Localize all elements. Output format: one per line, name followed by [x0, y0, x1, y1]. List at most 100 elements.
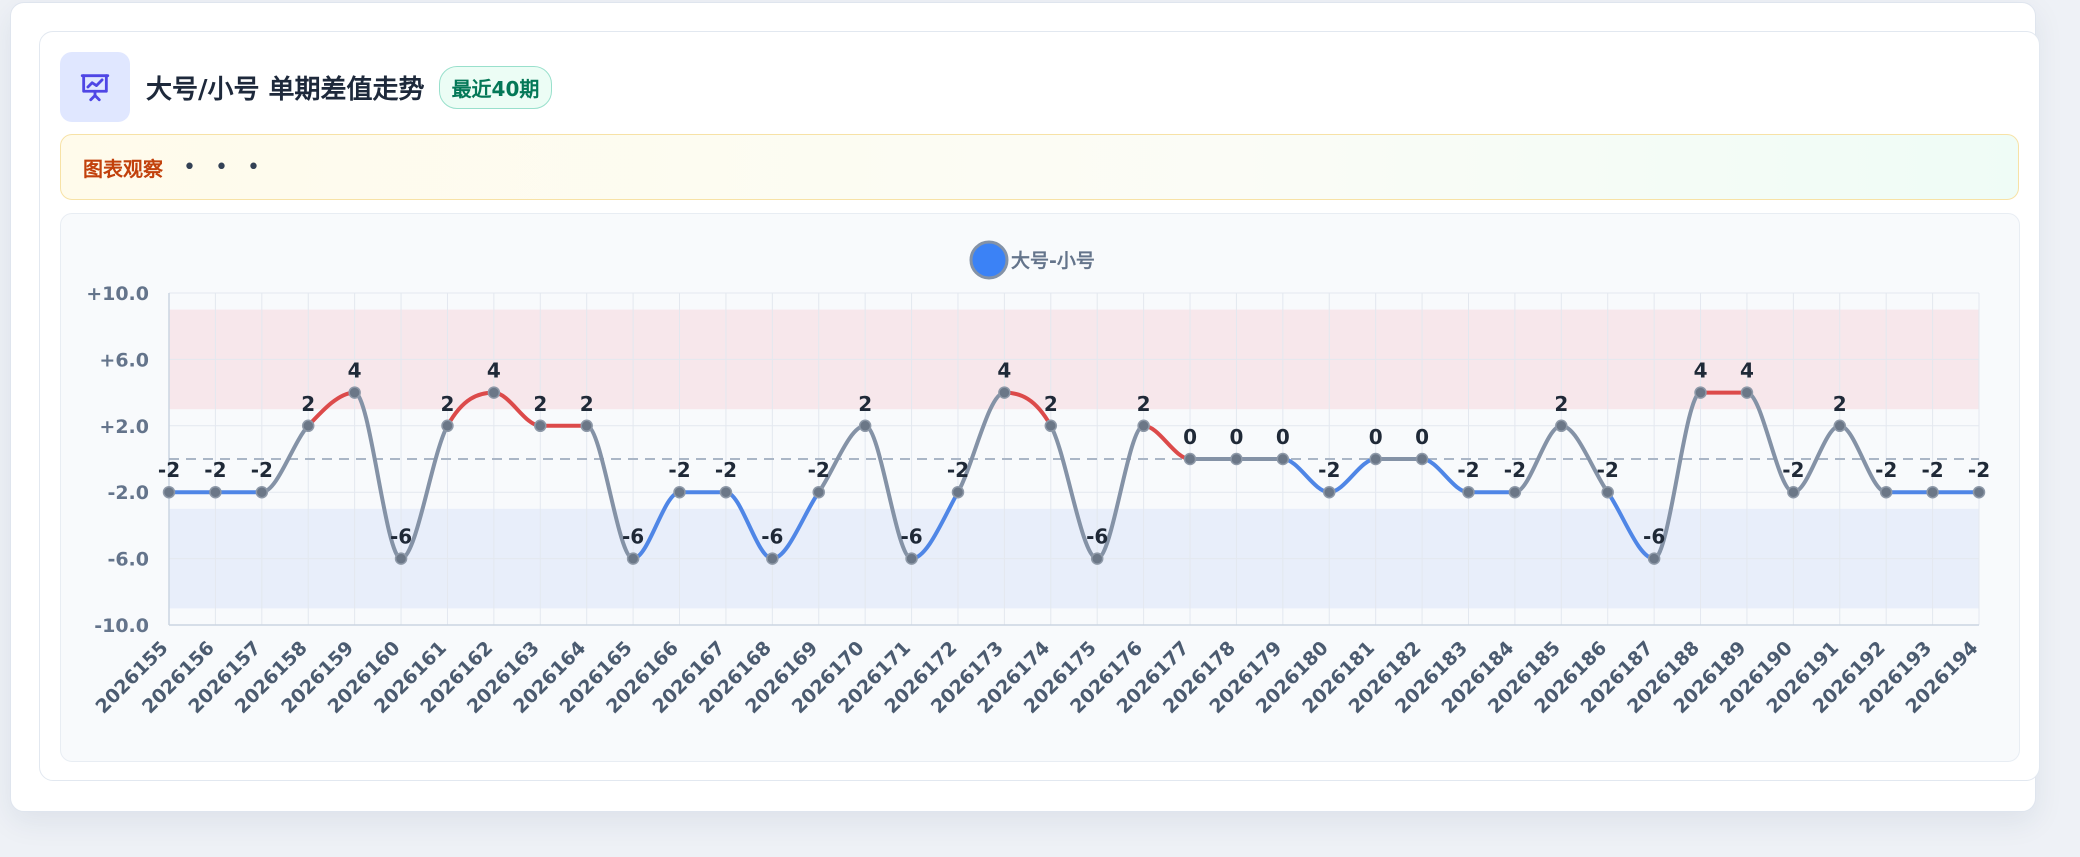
- data-point: [487, 386, 501, 399]
- data-point: [1044, 419, 1058, 433]
- series-line-segment: [399, 423, 450, 561]
- data-point: [301, 419, 315, 433]
- series-line-segment: [863, 423, 914, 561]
- data-point: [1415, 452, 1429, 466]
- data-label: 4: [1694, 359, 1708, 383]
- y-tick-label: -2.0: [107, 482, 149, 504]
- data-label: 4: [487, 359, 501, 383]
- data-label: 0: [1276, 425, 1290, 449]
- data-label: -2: [1504, 458, 1526, 482]
- more-dots-icon[interactable]: • • •: [183, 154, 266, 180]
- line-chart: +10.0+6.0+2.0-2.0-6.0-10.020261552026156…: [86, 240, 1990, 718]
- data-point: [1369, 452, 1382, 466]
- series-line-segment: [1652, 390, 1703, 561]
- data-point: [1972, 485, 1986, 499]
- data-point: [162, 485, 176, 499]
- data-label: -2: [947, 458, 969, 482]
- data-label: 4: [1740, 359, 1754, 383]
- data-point: [1833, 419, 1847, 433]
- data-label: 2: [1044, 392, 1058, 416]
- y-tick-label: -10.0: [94, 615, 149, 637]
- data-point: [1276, 452, 1290, 466]
- data-label: -6: [761, 525, 783, 549]
- data-label: -2: [1318, 458, 1340, 482]
- data-label: 2: [1554, 392, 1568, 416]
- data-label: -6: [390, 525, 412, 549]
- data-label: -6: [1643, 525, 1665, 549]
- data-label: -6: [622, 525, 644, 549]
- observation-label: 图表观察: [83, 156, 163, 181]
- data-label: -2: [1457, 458, 1479, 482]
- data-point: [998, 386, 1011, 399]
- data-point: [626, 552, 640, 565]
- data-point: [1694, 386, 1707, 399]
- page-title: 大号/小号 单期差值走势: [146, 74, 425, 105]
- data-point: [719, 485, 733, 499]
- period-badge: 最近40期: [438, 65, 553, 109]
- chart-panel: +10.0 +6.0 +2.0 -2.0 -6.0 -10.0 2026155 2026156…: [60, 213, 2020, 762]
- series-line-segment: [1744, 390, 1796, 495]
- data-label: 2: [580, 392, 594, 416]
- data-point: [255, 485, 269, 499]
- data-label: -6: [900, 525, 922, 549]
- data-point: [1183, 452, 1197, 466]
- y-tick-label: +2.0: [99, 416, 149, 438]
- data-point: [1740, 386, 1754, 399]
- series-line-segment: [584, 423, 636, 561]
- data-point: [1926, 485, 1939, 499]
- data-label: -6: [1086, 525, 1108, 549]
- data-label: -2: [1597, 458, 1619, 482]
- data-label: 2: [1833, 392, 1847, 416]
- data-label: 2: [301, 392, 315, 416]
- data-label: 0: [1415, 425, 1429, 449]
- data-label: -2: [1875, 458, 1897, 482]
- data-point: [1230, 452, 1243, 466]
- data-label: -2: [808, 458, 830, 482]
- data-label: 4: [348, 359, 362, 383]
- data-point: [1137, 419, 1150, 433]
- data-point: [1879, 485, 1893, 499]
- data-point: [812, 485, 825, 499]
- data-point: [1647, 552, 1661, 565]
- series-line-segment: [352, 390, 404, 561]
- data-label: 0: [1229, 425, 1243, 449]
- data-point: [1323, 485, 1336, 499]
- data-point: [1462, 485, 1475, 499]
- legend-label: 大号-小号: [1011, 249, 1095, 272]
- data-label: -2: [158, 458, 180, 482]
- data-point: [441, 419, 454, 433]
- data-point: [1555, 419, 1568, 433]
- data-label: -2: [715, 458, 737, 482]
- data-label: 2: [533, 392, 547, 416]
- data-label: 2: [441, 392, 455, 416]
- legend-marker: [969, 240, 1009, 280]
- data-label: -2: [204, 458, 226, 482]
- y-tick-label: -6.0: [107, 549, 149, 571]
- presentation-chart-icon: [60, 52, 130, 122]
- y-tick-label: +10.0: [86, 283, 149, 305]
- series-line-segment: [1048, 423, 1100, 561]
- y-tick-label: +6.0: [99, 349, 149, 371]
- observation-bar[interactable]: 图表观察 • • •: [60, 134, 2019, 200]
- data-point: [209, 485, 222, 499]
- data-label: -2: [251, 458, 273, 482]
- data-label: 4: [997, 359, 1011, 383]
- data-point: [534, 419, 547, 433]
- data-point: [348, 386, 361, 399]
- data-label: 2: [1137, 392, 1151, 416]
- data-point: [1508, 485, 1522, 499]
- data-label: 2: [858, 392, 872, 416]
- data-label: 0: [1369, 425, 1383, 449]
- data-label: -2: [1921, 458, 1943, 482]
- data-point: [673, 485, 686, 499]
- series-line-segment: [1095, 423, 1146, 561]
- data-point: [580, 419, 593, 433]
- data-point: [858, 419, 872, 433]
- data-point: [1601, 485, 1614, 499]
- data-point: [1090, 552, 1104, 565]
- data-label: -2: [668, 458, 690, 482]
- card-header: 大号/小号 单期差值走势 最近40期: [60, 52, 960, 122]
- data-point: [394, 552, 408, 565]
- data-point: [951, 485, 965, 499]
- data-label: -2: [1968, 458, 1990, 482]
